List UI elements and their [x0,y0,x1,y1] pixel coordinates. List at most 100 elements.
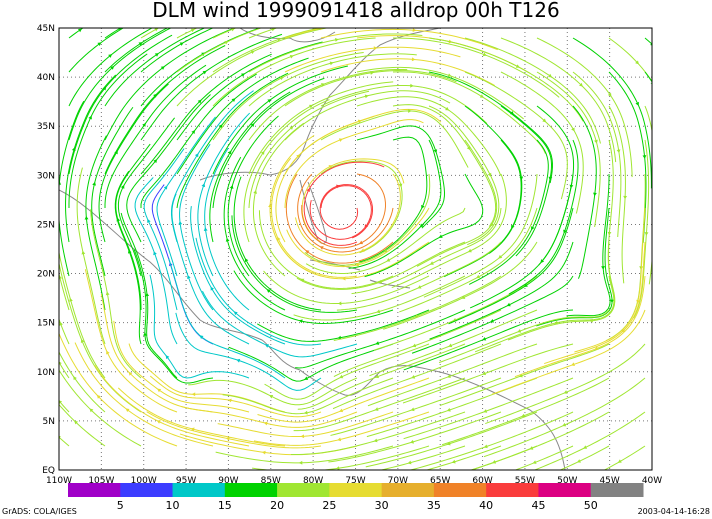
streamline [104,28,122,39]
arrowhead [127,249,132,254]
streamline [391,173,507,289]
streamline [252,445,430,470]
streamline [365,411,538,468]
streamline [470,411,610,470]
streamline [195,237,322,346]
arrowhead [296,154,301,159]
lon-label: 70W [388,476,408,486]
streamline [176,28,330,107]
arrowhead [210,286,215,291]
streamline [120,212,178,379]
arrowhead [408,109,412,113]
streamline [253,411,430,446]
streamline [644,71,652,83]
streamline [59,369,142,447]
streamline [248,68,408,141]
streamline [258,210,394,289]
streamline [514,445,574,470]
lon-label: 45W [599,476,619,486]
lon-label: 65W [430,476,450,486]
streamline [379,445,466,470]
colorbar-label: 15 [218,499,232,512]
arrowhead [610,299,614,304]
lon-label: 60W [472,476,492,486]
streamline [566,173,611,317]
arrowhead [563,229,567,234]
arrowhead [59,181,62,185]
streamline [104,64,207,209]
streamline [572,105,597,279]
streamline [402,343,574,404]
arrowhead [118,28,122,31]
streamline [572,71,622,238]
streamline [74,342,214,447]
streamline [59,332,178,447]
arrowhead [383,248,388,253]
arrowhead [81,250,86,255]
streamline [133,249,214,384]
arrowhead [498,254,503,259]
streamline [212,37,376,107]
arrowhead [197,99,202,104]
streamline [68,28,172,141]
arrowhead [407,460,412,465]
arrowhead [231,98,236,103]
colorbar-label: 25 [322,499,336,512]
streamline [168,257,286,379]
streamline [441,377,610,446]
arrowhead [517,329,522,333]
arrowhead [447,73,452,78]
streamline [156,116,216,277]
arrowhead [571,362,575,367]
arrowhead [253,189,258,194]
arrowhead [364,224,369,229]
arrowhead [319,246,324,250]
arrowhead [263,421,268,426]
streamline [140,33,283,141]
arrowhead [71,147,76,152]
arrowhead [74,420,78,425]
arrowhead [227,398,232,403]
arrowhead [642,155,647,159]
arrowhead [320,28,324,31]
arrowhead [446,374,451,378]
colorbar-box [590,483,644,497]
streamline [464,71,568,200]
arrowhead [157,388,162,393]
arrowhead [398,183,403,188]
streamline [508,139,579,295]
arrowhead [110,65,115,70]
arrowhead [490,222,494,227]
arrowhead [374,407,379,411]
streamline [536,105,575,266]
streamline [171,193,250,345]
arrowhead [410,439,414,444]
arrowhead [298,460,303,465]
arrowhead [153,159,158,164]
arrowhead [476,274,481,279]
colorbar-box [172,483,226,497]
streamline [305,207,466,274]
arrowhead [487,172,492,177]
arrowhead [339,408,344,413]
streamline [403,377,574,440]
lon-label: 105W [88,476,114,486]
streamline [248,81,394,175]
map-frame [58,27,653,471]
arrowhead [59,321,63,326]
arrowhead [417,285,422,289]
streamline [333,309,502,378]
arrowhead [339,374,344,379]
streamline [59,100,85,277]
colorbar-box [120,483,174,497]
streamline [227,115,279,277]
streamline [464,105,523,254]
streamline [140,28,160,39]
streamline [76,167,106,345]
streamline [332,343,502,410]
colorbar-box [433,483,487,497]
arrowhead [334,38,339,42]
streamline [285,173,394,264]
streamline [423,173,538,298]
arrowhead [412,28,417,33]
